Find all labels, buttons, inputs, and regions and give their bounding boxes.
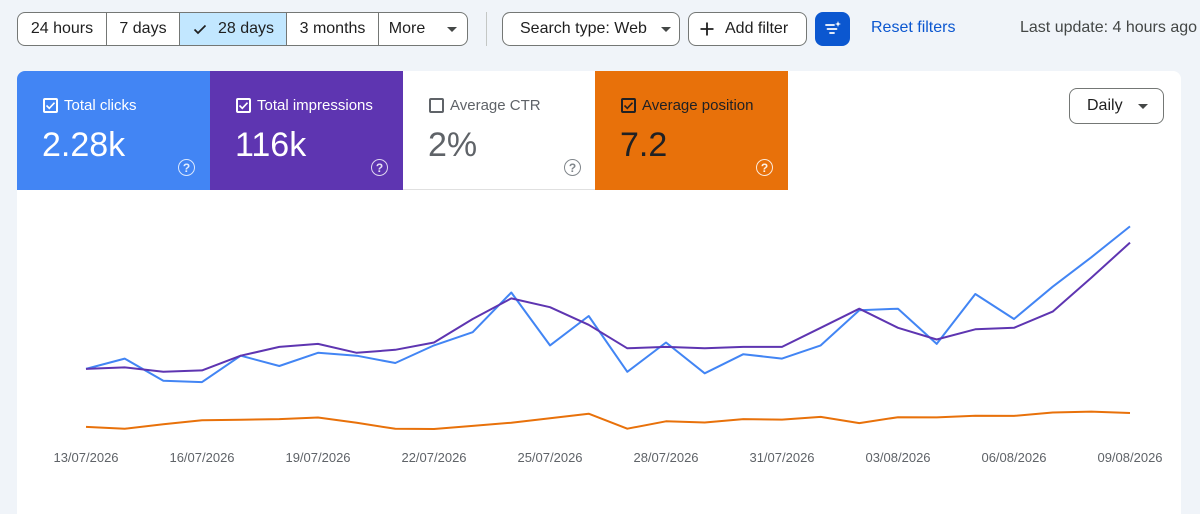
- help-icon[interactable]: ?: [756, 159, 773, 176]
- range-label: More: [388, 20, 426, 37]
- range-28-days[interactable]: 28 days: [180, 13, 287, 45]
- range-label: 24 hours: [30, 20, 94, 37]
- metric-header: Total clicks: [43, 97, 137, 114]
- metric-total-impressions[interactable]: Total impressions 116k ?: [210, 71, 403, 190]
- range-24-hours[interactable]: 24 hours: [18, 13, 107, 45]
- metric-header: Total impressions: [236, 97, 373, 114]
- checkbox-checked-icon[interactable]: [43, 98, 58, 113]
- metric-label: Average position: [642, 97, 754, 114]
- toolbar: 24 hours 7 days 28 days 3 months More Se…: [0, 0, 1200, 60]
- granularity-dropdown[interactable]: Daily: [1069, 88, 1164, 124]
- filter-sparkle-icon: [824, 21, 841, 34]
- checkbox-checked-icon[interactable]: [621, 98, 636, 113]
- range-label: 28 days: [217, 20, 275, 37]
- metric-label: Average CTR: [450, 97, 541, 114]
- range-7-days[interactable]: 7 days: [107, 13, 180, 45]
- filter-sparkle-button[interactable]: [815, 12, 850, 46]
- help-icon[interactable]: ?: [178, 159, 195, 176]
- dropdown-arrow-icon: [447, 26, 458, 32]
- performance-card: Total clicks 2.28k ? Total impressions 1…: [17, 71, 1181, 514]
- range-label: 7 days: [119, 20, 167, 37]
- range-label: 3 months: [299, 20, 366, 37]
- metric-label: Total impressions: [257, 97, 373, 114]
- metric-value: 7.2: [620, 126, 668, 164]
- add-filter-button[interactable]: Add filter: [688, 12, 807, 46]
- metric-header: Average CTR: [429, 97, 541, 114]
- range-3-months[interactable]: 3 months: [287, 13, 379, 45]
- toolbar-divider: [486, 12, 487, 46]
- help-icon[interactable]: ?: [564, 159, 581, 176]
- checkbox-checked-icon[interactable]: [236, 98, 251, 113]
- plus-icon: [700, 22, 714, 36]
- metric-header: Average position: [621, 97, 753, 114]
- metric-value: 2%: [428, 126, 478, 164]
- range-more-dropdown[interactable]: More: [379, 13, 467, 45]
- reset-filters-link[interactable]: Reset filters: [871, 19, 956, 36]
- last-update-text: Last update: 4 hours ago: [1020, 19, 1198, 36]
- granularity-label: Daily: [1087, 97, 1123, 114]
- help-icon[interactable]: ?: [371, 159, 388, 176]
- checkbox-unchecked-icon[interactable]: [429, 98, 444, 113]
- metric-average-position[interactable]: Average position 7.2 ?: [595, 71, 788, 190]
- dropdown-arrow-icon: [660, 26, 671, 32]
- add-filter-label: Add filter: [725, 20, 789, 37]
- date-range-selector: 24 hours 7 days 28 days 3 months More: [17, 12, 468, 46]
- metric-average-ctr[interactable]: Average CTR 2% ?: [403, 71, 596, 190]
- metric-value: 2.28k: [42, 126, 126, 164]
- metric-total-clicks[interactable]: Total clicks 2.28k ?: [17, 71, 210, 190]
- search-type-dropdown[interactable]: Search type: Web: [502, 12, 680, 46]
- metric-label: Total clicks: [64, 97, 137, 114]
- check-icon: [193, 24, 207, 35]
- metric-value: 116k: [235, 126, 307, 164]
- search-type-label: Search type: Web: [520, 20, 647, 37]
- dropdown-arrow-icon: [1138, 104, 1148, 109]
